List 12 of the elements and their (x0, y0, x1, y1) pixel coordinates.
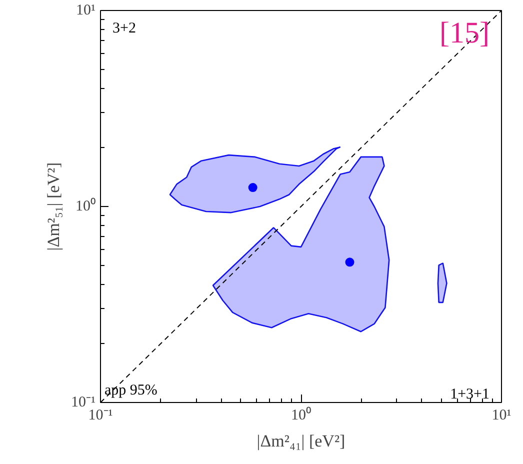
annotation: [15] (440, 16, 490, 50)
x-axis-title: |Δm²₄₁| [eV²] (256, 432, 346, 450)
annotation: 1+3+1 (450, 386, 490, 402)
annotation: app 95% (104, 382, 158, 398)
x-tick-label: 10⁻¹ (88, 408, 113, 424)
y-tick-label: 10⁻¹ (71, 394, 96, 410)
annotation: 3+2 (112, 20, 136, 36)
y-axis-title: |Δm²₅₁| [eV²] (44, 162, 64, 251)
y-tick-label: 10⁰ (76, 198, 96, 214)
x-tick-label: 10¹ (492, 408, 512, 424)
y-tick-label: 10¹ (76, 2, 96, 18)
x-tick-label: 10⁰ (291, 406, 311, 424)
